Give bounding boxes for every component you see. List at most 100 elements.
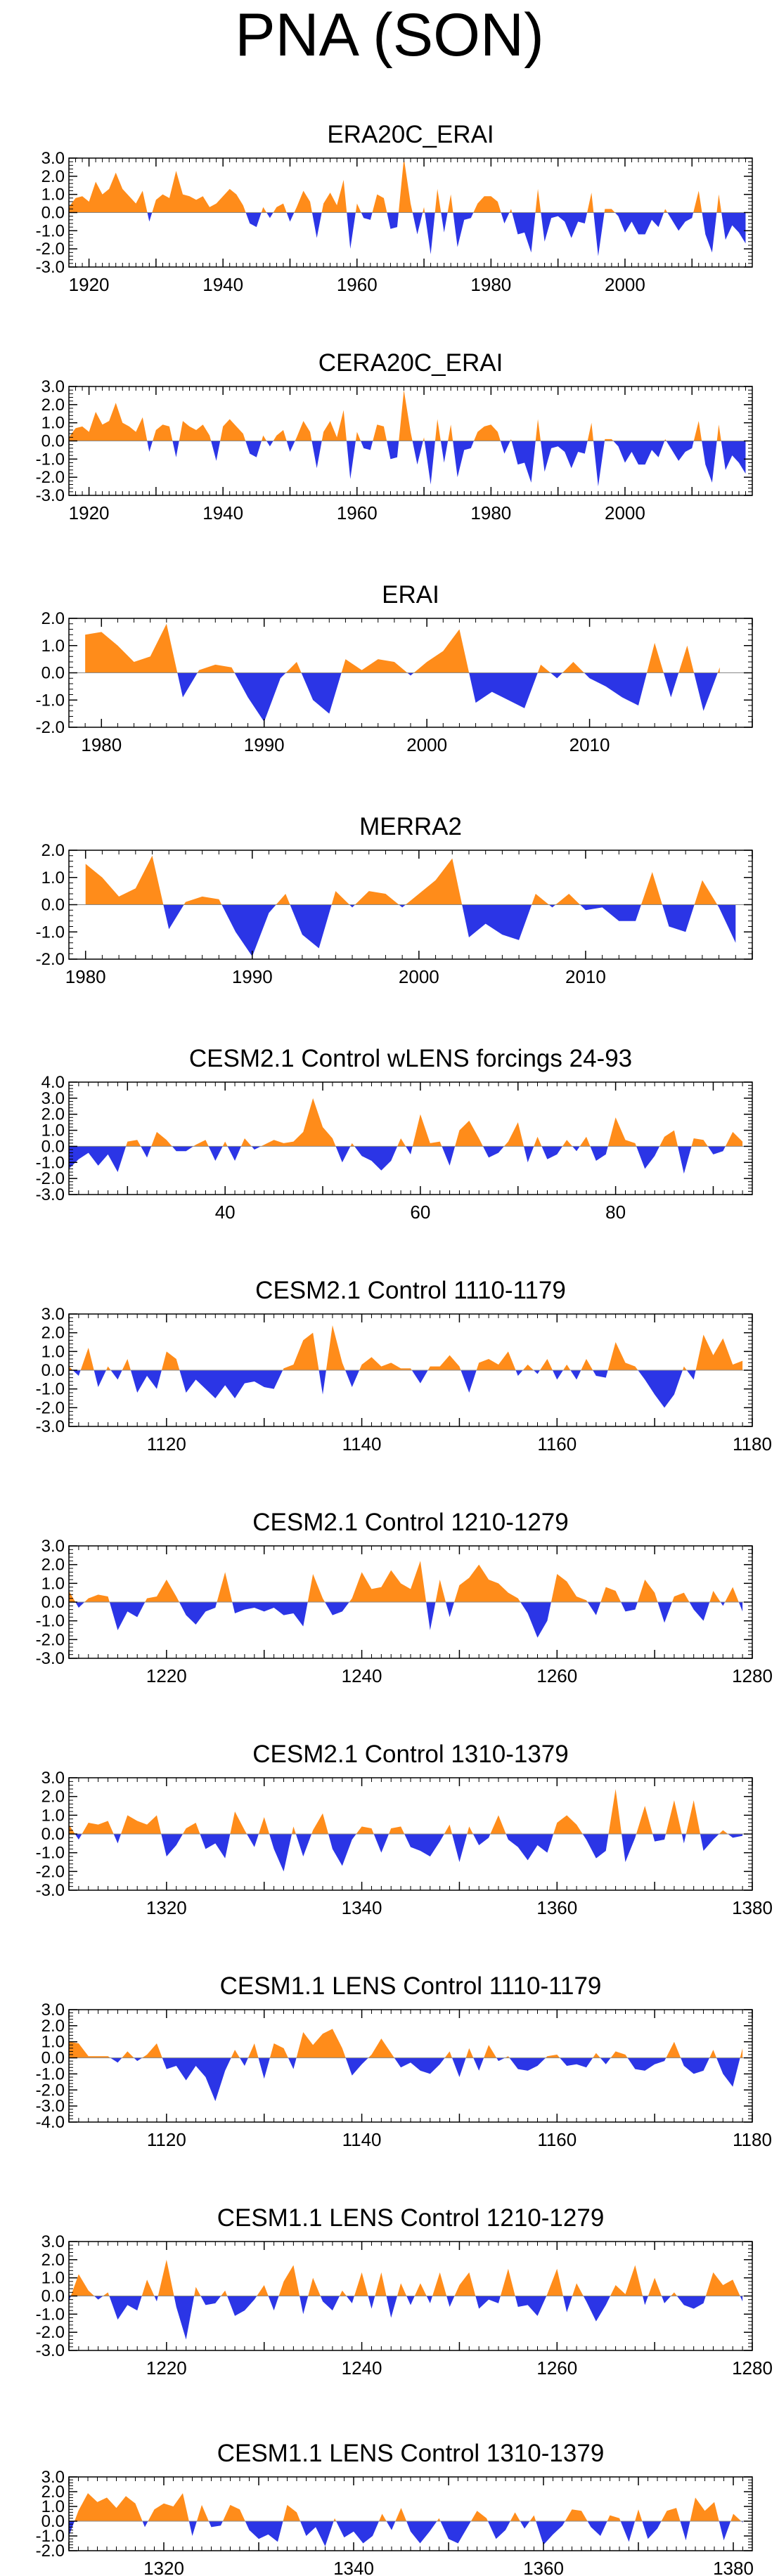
y-tick-label: 3.0: [41, 2232, 65, 2251]
y-tick-label: -1.0: [36, 923, 65, 942]
chart-panel-8: CESM2.1 Control 1310-13793.02.01.00.0-1.…: [36, 1741, 773, 1918]
positive-area: [69, 2259, 743, 2296]
y-tick-label: 0.0: [41, 1593, 65, 1612]
negative-area: [85, 904, 736, 957]
x-tick-label: 1120: [147, 1433, 186, 1455]
chart-panel-2: CERA20C_ERAI3.02.01.00.0-1.0-2.0-3.01920…: [36, 349, 753, 523]
x-tick-label: 1340: [333, 2558, 374, 2576]
y-tick-label: 2.0: [41, 396, 65, 415]
x-tick-label: 1990: [244, 734, 285, 755]
negative-area: [69, 2057, 743, 2102]
y-tick-label: 2.0: [41, 2017, 65, 2036]
x-tick-label: 1240: [342, 2357, 382, 2379]
chart-panel-11: CESM1.1 LENS Control 1310-13793.02.01.00…: [36, 2440, 754, 2576]
y-axis: 3.02.01.00.0-1.0-2.0: [36, 2468, 752, 2561]
positive-area: [69, 1561, 743, 1602]
panel-title: CESM2.1 Control 1110-1179: [255, 1277, 566, 1304]
y-tick-label: 1.0: [41, 186, 65, 204]
y-tick-label: 3.0: [41, 377, 65, 396]
panel-title: CESM1.1 LENS Control 1110-1179: [220, 1972, 602, 2000]
x-tick-label: 1160: [537, 2129, 577, 2150]
area-series: [69, 1789, 743, 1872]
y-axis: 3.02.01.00.0-1.0-2.0-3.0: [36, 149, 752, 277]
y-tick-label: 0.0: [41, 2049, 65, 2068]
y-tick-label: 2.0: [41, 609, 65, 628]
y-tick-label: 1.0: [41, 414, 65, 433]
y-tick-label: 1.0: [41, 1342, 65, 1361]
x-tick-label: 1960: [337, 502, 378, 523]
y-tick-label: 2.0: [41, 1105, 65, 1124]
y-tick-label: -3.0: [36, 1185, 65, 1204]
x-tick-label: 1980: [81, 734, 122, 755]
area-series: [69, 2029, 743, 2102]
y-tick-label: -2.0: [36, 2323, 65, 2342]
y-tick-label: -1.0: [36, 1612, 65, 1631]
panel-title: ERA20C_ERAI: [327, 121, 494, 148]
chart-panel-6: CESM2.1 Control 1110-11793.02.01.00.0-1.…: [36, 1277, 772, 1455]
area-series: [69, 390, 746, 487]
y-tick-label: 2.0: [41, 2251, 65, 2270]
panel-title: ERAI: [382, 581, 439, 609]
page-title: PNA (SON): [235, 1, 544, 69]
panel-title: MERRA2: [359, 813, 462, 840]
area-series: [69, 1325, 743, 1408]
x-axis: 1220 1240 1260 1280: [68, 1546, 773, 1686]
x-tick-label: 1980: [470, 274, 511, 295]
y-tick-label: -2.0: [36, 240, 65, 259]
y-tick-label: 1.0: [41, 2497, 65, 2516]
y-tick-label: 2.0: [41, 2483, 65, 2502]
panel-title: CESM2.1 Control 1210-1279: [252, 1509, 568, 1536]
negative-area: [69, 1146, 743, 1174]
y-axis: 3.02.01.00.0-1.0-2.0-3.0: [36, 1769, 752, 1900]
x-tick-label: 80: [605, 1202, 626, 1223]
positive-area: [69, 158, 746, 213]
positive-area: [69, 1098, 743, 1147]
x-tick-label: 1120: [147, 2129, 186, 2150]
positive-area: [69, 2493, 743, 2521]
negative-area: [69, 1370, 743, 1408]
x-tick-label: 1360: [523, 2558, 564, 2576]
x-tick-label: 1380: [732, 1897, 773, 1918]
y-tick-label: 2.0: [41, 1556, 65, 1575]
y-tick-label: -1.0: [36, 691, 65, 710]
y-tick-label: 0.0: [41, 1361, 65, 1380]
y-tick-label: -3.0: [36, 1417, 65, 1436]
chart-panel-3: ERAI 2.0 1.0 0.0 -1.0 -2.0 1980 1990 2000 2010: [36, 581, 753, 755]
negative-area: [69, 1834, 743, 1872]
x-tick-label: 1160: [537, 1433, 577, 1455]
x-tick-label: 1990: [232, 966, 273, 987]
x-tick-label: 40: [215, 1202, 236, 1223]
y-tick-label: 1.0: [41, 1574, 65, 1593]
area-series: [69, 1098, 743, 1174]
y-tick-label: -1.0: [36, 2064, 65, 2083]
x-tick-label: 2000: [605, 274, 645, 295]
x-tick-label: 1280: [732, 1665, 773, 1686]
y-tick-label: 1.0: [41, 869, 65, 887]
x-tick-label: 1140: [342, 1433, 382, 1455]
x-axis: 1320 1340 1360 1380: [68, 2477, 754, 2576]
negative-area: [69, 441, 746, 487]
x-tick-label: 2010: [569, 734, 610, 755]
y-tick-label: 1.0: [41, 1806, 65, 1825]
y-tick-label: 3.0: [41, 2001, 65, 2019]
chart-panel-5: CESM2.1 Control wLENS forcings 24-934.03…: [36, 1045, 753, 1223]
y-tick-label: 0.0: [41, 204, 65, 223]
y-tick-label: 1.0: [41, 2269, 65, 2288]
x-tick-label: 1220: [146, 1665, 187, 1686]
x-tick-label: 1320: [146, 1897, 187, 1918]
x-axis: 40 60 80: [68, 1082, 753, 1223]
y-axis: 3.02.01.00.0-1.0-2.0-3.0: [36, 1305, 752, 1436]
negative-area: [85, 672, 720, 722]
chart-panel-9: CESM1.1 LENS Control 1110-11793.02.01.00…: [36, 1972, 772, 2150]
y-axis: 4.03.02.01.00.0-1.0-2.0-3.0: [36, 1073, 752, 1204]
area-series: [69, 1561, 743, 1638]
y-tick-label: 0.0: [41, 2287, 65, 2306]
y-tick-label: -1.0: [36, 1153, 65, 1172]
panel-title: CESM2.1 Control 1310-1379: [252, 1741, 568, 1768]
x-tick-label: 1920: [69, 502, 110, 523]
x-tick-label: 2000: [406, 734, 447, 755]
y-tick-label: -3.0: [36, 486, 65, 505]
panel-title: CESM1.1 LENS Control 1310-1379: [217, 2440, 605, 2467]
x-tick-label: 1220: [146, 2357, 187, 2379]
y-tick-label: 3.0: [41, 1537, 65, 1556]
